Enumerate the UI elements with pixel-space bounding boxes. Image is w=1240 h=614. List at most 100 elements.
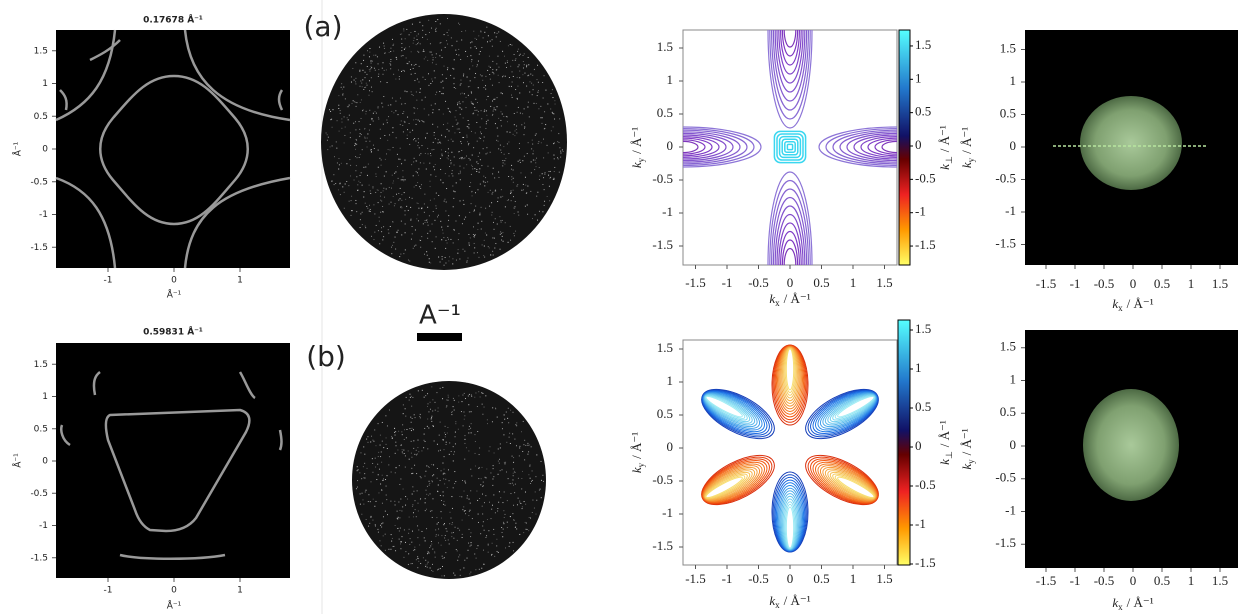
noise-dot xyxy=(364,463,365,464)
noise-dot xyxy=(469,426,470,427)
noise-dot xyxy=(519,160,520,161)
noise-dot xyxy=(435,410,436,411)
noise-dot xyxy=(362,79,363,80)
noise-dot xyxy=(389,456,390,457)
noise-dot xyxy=(393,74,394,75)
noise-dot xyxy=(499,82,500,83)
noise-dot xyxy=(457,123,458,124)
colorbar-tick-label: 0.5 xyxy=(915,104,931,119)
noise-dot xyxy=(362,212,363,213)
noise-dot xyxy=(463,74,464,75)
noise-dot xyxy=(459,166,460,167)
noise-dot xyxy=(455,527,456,528)
noise-dot xyxy=(547,103,548,104)
noise-dot xyxy=(461,411,462,412)
noise-dot xyxy=(352,68,353,69)
noise-dot xyxy=(383,188,384,189)
noise-dot xyxy=(441,82,442,83)
noise-dot xyxy=(454,575,455,576)
noise-dot xyxy=(419,416,420,417)
noise-dot xyxy=(428,466,429,467)
noise-dot xyxy=(463,506,464,507)
noise-dot xyxy=(345,183,346,184)
noise-dot xyxy=(469,86,470,87)
noise-dot xyxy=(465,51,466,52)
noise-dot xyxy=(445,257,446,258)
noise-dot xyxy=(495,190,496,191)
noise-dot xyxy=(385,159,386,160)
noise-dot xyxy=(443,504,444,505)
noise-dot xyxy=(480,51,481,52)
noise-dot xyxy=(493,222,494,223)
noise-dot xyxy=(469,394,470,395)
noise-dot xyxy=(514,471,515,472)
noise-dot xyxy=(492,114,493,115)
noise-dot xyxy=(424,428,425,429)
noise-dot xyxy=(401,221,402,222)
x-tick-label: -1 xyxy=(1070,573,1081,588)
noise-dot xyxy=(365,203,366,204)
noise-dot xyxy=(466,135,467,136)
noise-dot xyxy=(382,480,383,481)
noise-dot xyxy=(523,61,524,62)
noise-dot xyxy=(468,450,469,451)
noise-dot xyxy=(493,494,494,495)
noise-dot xyxy=(435,103,436,104)
noise-dot xyxy=(485,89,486,90)
noise-dot xyxy=(535,214,536,215)
noise-dot xyxy=(464,480,465,481)
noise-dot xyxy=(462,509,463,510)
noise-dot xyxy=(511,165,512,166)
noise-dot xyxy=(530,483,531,484)
noise-dot xyxy=(490,254,491,255)
colorbar-tick-label: 1.5 xyxy=(915,37,931,52)
noise-dot xyxy=(413,516,414,517)
noise-dot xyxy=(481,207,482,208)
noise-dot xyxy=(369,52,370,53)
noise-dot xyxy=(381,103,382,104)
noise-dot xyxy=(459,258,460,259)
noise-dot xyxy=(509,132,510,133)
noise-dot xyxy=(445,47,446,48)
noise-dot xyxy=(448,155,449,156)
noise-dot xyxy=(488,66,489,67)
noise-dot xyxy=(445,434,446,435)
noise-dot xyxy=(444,199,445,200)
noise-dot xyxy=(466,156,467,157)
noise-dot xyxy=(395,237,396,238)
label-unit: / Å⁻¹ xyxy=(784,291,811,306)
noise-dot xyxy=(560,157,561,158)
noise-dot xyxy=(412,198,413,199)
noise-dot xyxy=(402,434,403,435)
noise-dot xyxy=(377,107,378,108)
noise-dot xyxy=(398,502,399,503)
noise-dot xyxy=(350,165,351,166)
noise-dot xyxy=(371,436,372,437)
noise-dot xyxy=(346,163,347,164)
noise-dot xyxy=(534,169,535,170)
noise-dot xyxy=(387,448,388,449)
noise-dot xyxy=(449,111,450,112)
noise-dot xyxy=(398,431,399,432)
noise-dot xyxy=(475,73,476,74)
noise-dot xyxy=(413,175,414,176)
noise-dot xyxy=(356,165,357,166)
noise-dot xyxy=(425,222,426,223)
noise-dot xyxy=(451,414,452,415)
noise-dot xyxy=(406,437,407,438)
noise-dot xyxy=(445,248,446,249)
noise-dot xyxy=(414,31,415,32)
noise-dot xyxy=(493,476,494,477)
noise-dot xyxy=(492,478,493,479)
noise-dot xyxy=(418,33,419,34)
noise-dot xyxy=(327,149,328,150)
noise-dot xyxy=(435,138,436,139)
noise-dot xyxy=(481,110,482,111)
noise-dot xyxy=(397,518,398,519)
noise-dot xyxy=(499,491,500,492)
noise-dot xyxy=(365,167,366,168)
x-tick-label: -1 xyxy=(104,586,113,596)
noise-dot xyxy=(334,184,335,185)
noise-dot xyxy=(470,80,471,81)
colorbar-tick-label: -1 xyxy=(915,516,926,531)
